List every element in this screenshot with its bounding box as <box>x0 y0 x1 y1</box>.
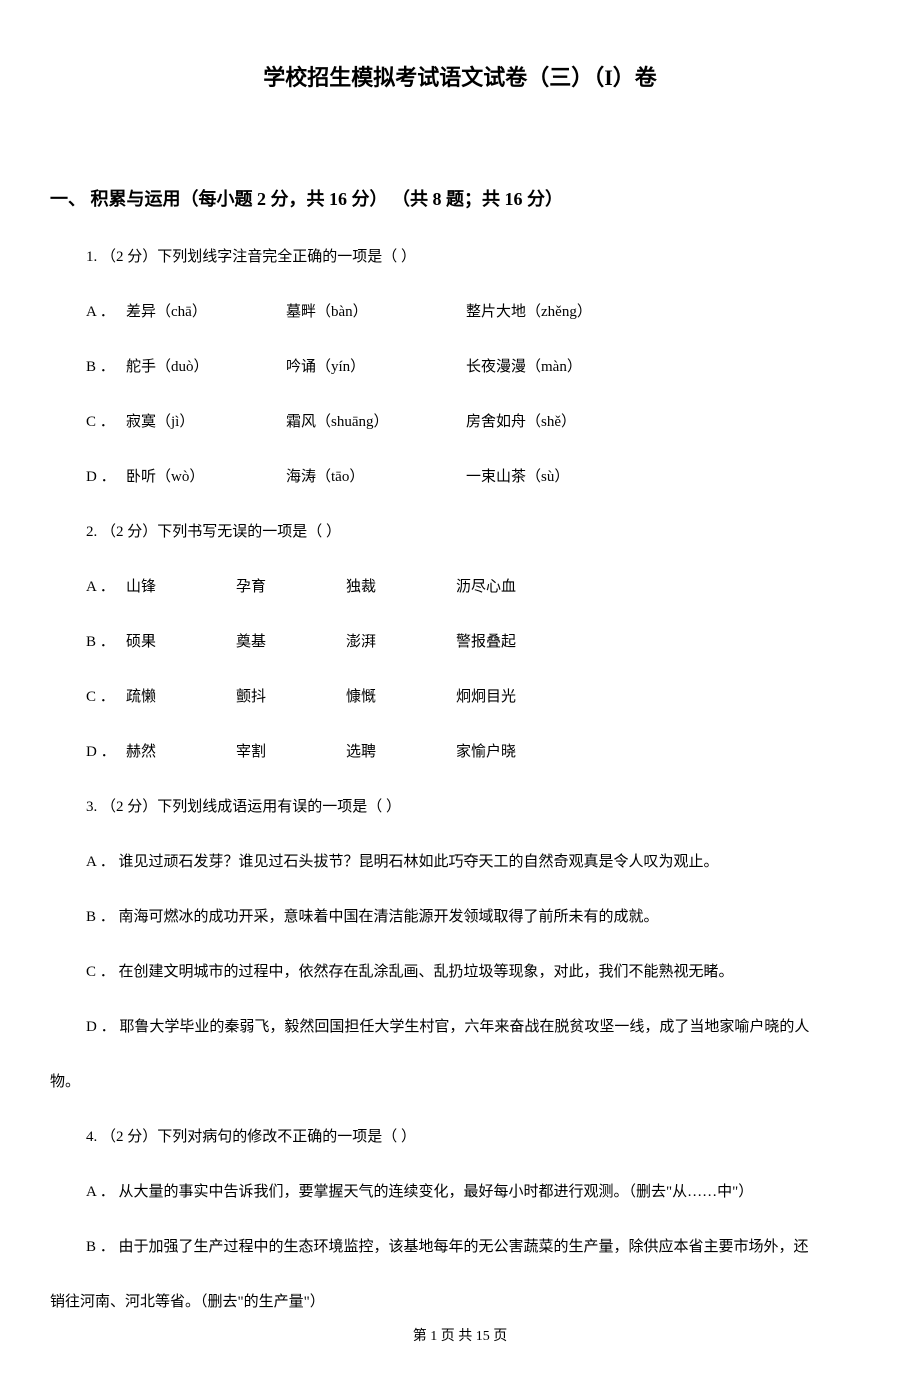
option-label: A ． <box>86 299 126 326</box>
option-text: 选聘 <box>346 739 456 766</box>
option-text: 奠基 <box>236 629 346 656</box>
q1-option-b: B ． 舵手（duò） 吟诵（yín） 长夜漫漫（màn） <box>86 354 870 381</box>
option-text: 炯炯目光 <box>456 684 576 711</box>
option-text: 颤抖 <box>236 684 346 711</box>
q2-option-a: A ． 山锋 孕育 独裁 沥尽心血 <box>86 574 870 601</box>
section-number: 一、 <box>50 189 86 209</box>
page-title: 学校招生模拟考试语文试卷（三）（I）卷 <box>50 60 870 95</box>
q3-option-b: B ． 南海可燃冰的成功开采，意味着中国在清洁能源开发领域取得了前所未有的成就。 <box>86 904 870 931</box>
question-1-stem: 1. （2 分）下列划线字注音完全正确的一项是（ ） <box>86 244 870 271</box>
option-label: D ． <box>86 464 126 491</box>
page-footer: 第 1 页 共 15 页 <box>50 1326 870 1348</box>
option-text: 卧听（wò） <box>126 464 286 491</box>
q4-option-b-line2: 销往河南、河北等省。（删去"的生产量"） <box>50 1289 870 1316</box>
question-3-stem: 3. （2 分）下列划线成语运用有误的一项是（ ） <box>86 794 870 821</box>
option-label: D ． <box>86 739 126 766</box>
option-text: 硕果 <box>126 629 236 656</box>
question-2-stem: 2. （2 分）下列书写无误的一项是（ ） <box>86 519 870 546</box>
option-text: 赫然 <box>126 739 236 766</box>
option-text: 一束山茶（sù） <box>466 464 646 491</box>
option-text: 舵手（duò） <box>126 354 286 381</box>
option-text: 山锋 <box>126 574 236 601</box>
q2-option-c: C ． 疏懒 颤抖 慷慨 炯炯目光 <box>86 684 870 711</box>
option-text: 疏懒 <box>126 684 236 711</box>
option-label: C ． <box>86 409 126 436</box>
option-text: 房舍如舟（shě） <box>466 409 646 436</box>
q1-option-d: D ． 卧听（wò） 海涛（tāo） 一束山茶（sù） <box>86 464 870 491</box>
option-label: C ． <box>86 684 126 711</box>
q3-option-c: C ． 在创建文明城市的过程中，依然存在乱涂乱画、乱扔垃圾等现象，对此，我们不能… <box>86 959 870 986</box>
option-text: 霜风（shuāng） <box>286 409 466 436</box>
q2-option-b: B ． 硕果 奠基 澎湃 警报叠起 <box>86 629 870 656</box>
option-text: 沥尽心血 <box>456 574 576 601</box>
q3-option-d-line1: D ． 耶鲁大学毕业的秦弱飞，毅然回国担任大学生村官，六年来奋战在脱贫攻坚一线，… <box>50 1014 870 1041</box>
option-label: B ． <box>86 629 126 656</box>
option-text: 孕育 <box>236 574 346 601</box>
option-text: 寂寞（jì） <box>126 409 286 436</box>
question-4-stem: 4. （2 分）下列对病句的修改不正确的一项是（ ） <box>86 1124 870 1151</box>
option-text: 长夜漫漫（màn） <box>466 354 646 381</box>
option-text: 墓畔（bàn） <box>286 299 466 326</box>
q4-option-a: A ． 从大量的事实中告诉我们，要掌握天气的连续变化，最好每小时都进行观测。（删… <box>86 1179 870 1206</box>
option-text: 独裁 <box>346 574 456 601</box>
option-text: 整片大地（zhěng） <box>466 299 646 326</box>
option-text: 警报叠起 <box>456 629 576 656</box>
option-text: 差异（chā） <box>126 299 286 326</box>
option-text: 海涛（tāo） <box>286 464 466 491</box>
q4-option-b-line1: B ． 由于加强了生产过程中的生态环境监控，该基地每年的无公害蔬菜的生产量，除供… <box>50 1234 870 1261</box>
option-text: 慷慨 <box>346 684 456 711</box>
q3-option-d-line2: 物。 <box>50 1069 870 1096</box>
option-text: 宰割 <box>236 739 346 766</box>
q1-option-c: C ． 寂寞（jì） 霜风（shuāng） 房舍如舟（shě） <box>86 409 870 436</box>
option-label: A ． <box>86 574 126 601</box>
q2-option-d: D ． 赫然 宰割 选聘 家愉户晓 <box>86 739 870 766</box>
option-text: 家愉户晓 <box>456 739 576 766</box>
section-header: 一、 积累与运用（每小题 2 分，共 16 分） （共 8 题；共 16 分） <box>50 185 870 214</box>
section-name: 积累与运用（每小题 2 分，共 16 分） （共 8 题；共 16 分） <box>91 189 564 209</box>
q1-option-a: A ． 差异（chā） 墓畔（bàn） 整片大地（zhěng） <box>86 299 870 326</box>
option-text: 吟诵（yín） <box>286 354 466 381</box>
option-label: B ． <box>86 354 126 381</box>
option-text: 澎湃 <box>346 629 456 656</box>
q3-option-a: A ． 谁见过顽石发芽？谁见过石头拔节？昆明石林如此巧夺天工的自然奇观真是令人叹… <box>86 849 870 876</box>
